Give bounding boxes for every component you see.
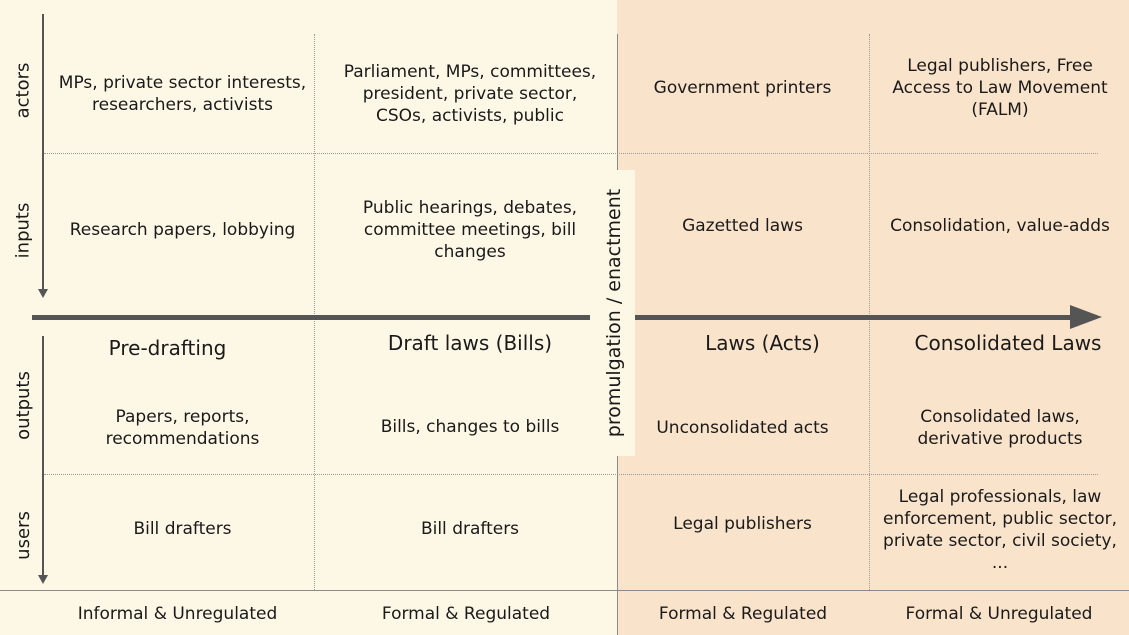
outputs-consolidated: Consolidated laws, derivative products bbox=[917, 407, 1083, 449]
actors-consolidated: Legal publishers, Free Access to Law Mov… bbox=[892, 55, 1108, 120]
actors-draft-laws: Parliament, MPs, committees, president, … bbox=[343, 62, 597, 126]
timeline-arrow-left bbox=[32, 315, 590, 320]
upper-side-arrow bbox=[38, 14, 48, 298]
row-label-inputs: inputs bbox=[12, 202, 34, 258]
row-divider bbox=[44, 153, 1098, 154]
inputs-laws: Gazetted laws bbox=[682, 215, 803, 236]
inputs-draft-laws: Public hearings, debates, committee meet… bbox=[362, 197, 578, 262]
column-divider bbox=[314, 34, 315, 590]
row-label-outputs: outputs bbox=[12, 370, 34, 440]
phase-draft-laws: Draft laws (Bills) bbox=[387, 331, 553, 355]
users-pre-drafting: Bill drafters bbox=[133, 519, 232, 539]
actors-laws: Government printers bbox=[653, 77, 832, 98]
timeline-arrowhead bbox=[1070, 305, 1102, 329]
outputs-laws: Unconsolidated acts bbox=[656, 418, 829, 438]
users-laws: Legal publishers bbox=[673, 514, 812, 534]
users-draft-laws: Bill drafters bbox=[420, 519, 520, 539]
row-label-actors: actors bbox=[12, 62, 34, 118]
lower-side-arrow bbox=[38, 336, 48, 584]
inputs-pre-drafting: Research papers, lobbying bbox=[69, 219, 296, 240]
regulation-consolidated: Formal & Unregulated bbox=[905, 603, 1093, 624]
outputs-draft-laws: Bills, changes to bills bbox=[380, 417, 560, 437]
column-divider bbox=[869, 34, 870, 590]
regulation-pre-drafting: Informal & Unregulated bbox=[77, 603, 278, 624]
footer-divider bbox=[0, 590, 1129, 591]
row-divider bbox=[44, 474, 1098, 475]
users-consolidated: Legal professionals, law enforcement, pu… bbox=[883, 487, 1117, 573]
actors-pre-drafting: MPs, private sector interests, researche… bbox=[58, 73, 307, 115]
phase-laws: Laws (Acts) bbox=[705, 331, 820, 355]
phase-pre-drafting: Pre-drafting bbox=[108, 336, 227, 360]
regulation-laws: Formal & Regulated bbox=[658, 603, 828, 624]
timeline-arrow-right bbox=[635, 315, 1075, 320]
regulation-draft-laws: Formal & Regulated bbox=[381, 603, 551, 624]
row-label-users: users bbox=[12, 510, 34, 560]
inputs-consolidated: Consolidation, value-adds bbox=[890, 215, 1110, 236]
phase-consolidated: Consolidated Laws bbox=[914, 331, 1102, 355]
outputs-pre-drafting: Papers, reports, recommendations bbox=[105, 407, 260, 449]
milestone-label: promulgation / enactment bbox=[593, 170, 635, 456]
